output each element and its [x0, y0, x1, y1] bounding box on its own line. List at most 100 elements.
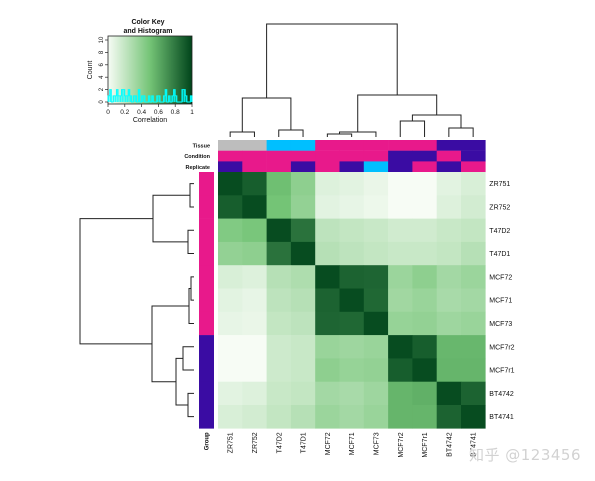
dendrogram-branch [241, 97, 292, 132]
group-cell [199, 358, 214, 382]
heatmap-cell [266, 358, 292, 382]
annotation-cell [363, 161, 389, 173]
row-label: T47D2 [489, 228, 510, 235]
heatmap-cell [339, 241, 365, 266]
annotation-cell [339, 140, 365, 151]
heatmap-cell [266, 381, 292, 406]
heatmap-cell [339, 288, 365, 313]
heatmap-cell [315, 218, 340, 243]
histogram-bar [172, 95, 174, 102]
heatmap-cell [315, 241, 340, 266]
histogram-bar [128, 89, 130, 102]
heatmap-cell [461, 265, 486, 289]
heatmap-cell [339, 335, 365, 359]
heatmap-cell [436, 381, 462, 406]
heatmap-cell [388, 335, 413, 359]
group-cell [199, 335, 214, 359]
heatmap-cell [315, 311, 340, 336]
annotation-cell [388, 161, 413, 173]
heatmap-cell [461, 335, 486, 359]
heatmap-cell [412, 405, 437, 429]
histogram-bar [126, 95, 128, 102]
heatmap-cell [218, 195, 243, 219]
histogram-bar [151, 95, 154, 102]
column-annotation-bars: Tissue Condition Replicate [184, 140, 486, 173]
heatmap-cell [218, 405, 243, 429]
annotation-cell [290, 140, 316, 151]
annotation-cell [266, 150, 292, 162]
heatmap-cell [436, 241, 462, 266]
heatmap-cell [266, 241, 292, 266]
heatmap-cell [461, 405, 486, 429]
annotation-cell [242, 140, 267, 151]
annotation-label: Condition [184, 154, 210, 160]
heatmap-cell [290, 195, 316, 219]
heatmap-cells [218, 172, 486, 429]
key-x-tick-label: 0.6 [154, 109, 163, 116]
annotation-cell [436, 150, 462, 162]
heatmap-cell [412, 381, 437, 406]
histogram-bar [175, 95, 177, 102]
heatmap-cell [388, 241, 413, 266]
heatmap-cell [218, 335, 243, 359]
histogram-bar [165, 89, 167, 102]
histogram-bar [130, 95, 132, 102]
column-label: BT4741 [471, 432, 478, 457]
dendrogram-branch [189, 183, 194, 208]
heatmap-cell [388, 172, 413, 196]
heatmap-cell [315, 172, 340, 196]
annotation-cell [315, 161, 340, 173]
heatmap-cell [363, 195, 389, 219]
group-cell [199, 241, 214, 266]
heatmap-cell [363, 381, 389, 406]
histogram-line [107, 89, 193, 103]
row-label: MCF73 [489, 321, 512, 328]
dendrogram-branch [187, 229, 194, 255]
row-label: T47D1 [489, 251, 510, 258]
heatmap-cell [339, 381, 365, 406]
dendrogram-branch [79, 218, 153, 345]
histogram-bar [119, 95, 122, 102]
heatmap-cell [436, 172, 462, 196]
column-label: ZR752 [252, 432, 259, 453]
heatmap-cell [461, 311, 486, 336]
row-label: MCF7r1 [489, 368, 514, 375]
row-label: ZR751 [489, 181, 510, 188]
heatmap-cell [436, 311, 462, 336]
annotation-cell [315, 140, 340, 151]
column-label: MCF72 [325, 432, 332, 455]
heatmap-cell [339, 311, 365, 336]
histogram-bar [190, 95, 192, 102]
key-x-tick-label: 1 [190, 109, 194, 116]
heatmap-cell [266, 288, 292, 313]
heatmap-cell [218, 311, 243, 336]
annotation-cell [412, 150, 437, 162]
histogram-bar [183, 89, 186, 102]
row-label: MCF72 [489, 274, 512, 281]
heatmap-cell [412, 335, 437, 359]
histogram-bar [182, 89, 184, 102]
histogram-bar [114, 95, 117, 102]
group-cell [199, 172, 214, 196]
annotation-cell [436, 140, 462, 151]
row-labels: ZR751 ZR752 T47D2 T47D1 MCF72 MCF71 MCF73 MCF7r… [489, 181, 514, 421]
heatmap-cell [242, 218, 267, 243]
dendrogram-branch [448, 127, 474, 137]
heatmap-cell [339, 358, 365, 382]
color-key: Color Key and Histogram 0 0.2 0.4 0.6 0.8 1 Corr… [87, 19, 194, 124]
annotation-cell [218, 140, 243, 151]
group-cell [199, 265, 214, 289]
annotation-cell [388, 140, 413, 151]
heatmap-cell [242, 381, 267, 406]
annotation-cell [290, 161, 316, 173]
row-dendrogram [79, 183, 194, 418]
group-cell [199, 288, 214, 313]
heatmap-cell [242, 358, 267, 382]
key-x-tick-label: 0.2 [120, 109, 129, 116]
color-key-subtitle: and Histogram [123, 28, 172, 35]
heatmap-cell [363, 265, 389, 289]
annotation-cell [388, 150, 413, 162]
histogram-bar [109, 89, 112, 102]
key-y-tick-label: 8 [99, 50, 105, 54]
